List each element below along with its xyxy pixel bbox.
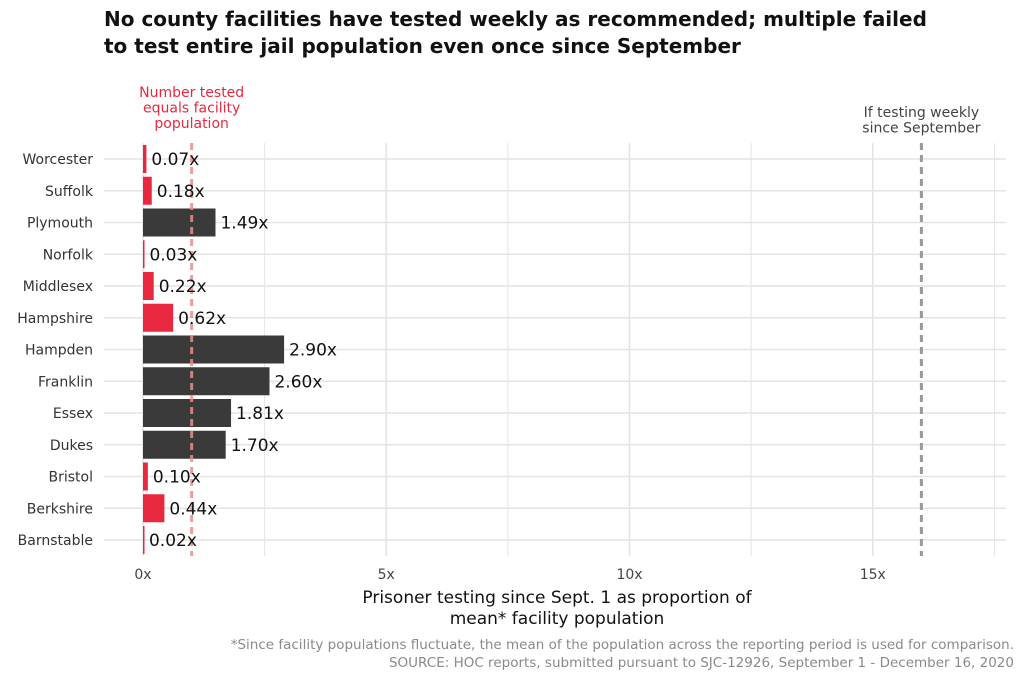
- x-tick-label: 10x: [616, 567, 642, 583]
- bar: [143, 240, 145, 269]
- x-tick-label: 15x: [860, 567, 886, 583]
- x-tick-label: 0x: [134, 567, 151, 583]
- data-label: 1.49x: [220, 214, 268, 234]
- bars: [143, 145, 285, 554]
- bar: [143, 430, 226, 459]
- data-label: 0.07x: [151, 150, 199, 170]
- weekly-annotation-line: If testing weekly: [864, 105, 979, 121]
- category-label: Dukes: [50, 438, 93, 454]
- bar: [143, 494, 165, 523]
- bar: [143, 335, 285, 364]
- bar: [143, 272, 154, 300]
- reference-annotation-line: population: [154, 116, 229, 132]
- data-label: 1.81x: [236, 404, 284, 424]
- bar: [143, 145, 147, 173]
- category-label: Worcester: [23, 152, 94, 168]
- data-label: 1.70x: [231, 436, 279, 456]
- bar: [143, 526, 145, 554]
- category-labels: Worcester Suffolk Plymouth Norfolk Middlesex…: [17, 152, 94, 549]
- reference-lines: [190, 143, 923, 556]
- caption: *Since facility populations fluctuate, t…: [231, 636, 1014, 672]
- chart-title-line-2: to test entire jail population even once…: [104, 34, 741, 58]
- bar: [143, 399, 232, 427]
- reference-annotation-line: Number tested: [139, 85, 244, 101]
- category-label: Bristol: [49, 470, 94, 486]
- data-label: 0.62x: [178, 309, 226, 329]
- caption-note: *Since facility populations fluctuate, t…: [230, 637, 1014, 653]
- data-label: 0.18x: [157, 182, 205, 202]
- data-label: 0.22x: [159, 277, 207, 297]
- bar: [143, 208, 216, 237]
- category-label: Plymouth: [27, 216, 93, 232]
- category-label: Norfolk: [43, 247, 94, 263]
- data-label: 0.10x: [153, 468, 201, 488]
- grid-lines: [104, 143, 1006, 556]
- data-label: 2.60x: [274, 372, 322, 392]
- data-label: 0.02x: [149, 531, 197, 551]
- category-label: Berkshire: [27, 501, 93, 517]
- bar: [143, 176, 152, 205]
- x-axis-title: Prisoner testing since Sept. 1 as propor…: [362, 588, 752, 629]
- caption-source: SOURCE: HOC reports, submitted pursuant …: [388, 655, 1014, 671]
- category-label: Suffolk: [45, 184, 94, 200]
- category-label: Essex: [53, 406, 93, 422]
- bar: [143, 303, 174, 332]
- x-tick-label: 5x: [378, 567, 395, 583]
- bar: [143, 462, 148, 491]
- category-label: Hampden: [25, 343, 93, 359]
- data-label: 2.90x: [289, 341, 337, 361]
- reference-annotation-line: equals facility: [143, 101, 240, 117]
- category-label: Hampshire: [17, 311, 93, 327]
- bar: [143, 367, 270, 396]
- chart-title-line-1: No county facilities have tested weekly …: [104, 7, 927, 31]
- x-axis-title-line: Prisoner testing since Sept. 1 as propor…: [362, 588, 752, 608]
- category-label: Franklin: [38, 374, 93, 390]
- data-label: 0.44x: [169, 499, 217, 519]
- x-axis-title-line: mean* facility population: [450, 609, 665, 629]
- value-labels: 0.07x 0.18x 1.49x 0.03x 0.22x 0.62x 2.90x 2.60x…: [149, 150, 337, 551]
- x-axis-tick-labels: 0x 5x 10x 15x: [134, 567, 885, 583]
- category-label: Middlesex: [23, 279, 93, 295]
- category-label: Barnstable: [18, 533, 93, 549]
- weekly-annotation-line: since September: [862, 121, 980, 137]
- data-label: 0.03x: [149, 245, 197, 265]
- chart-title: No county facilities have tested weekly …: [104, 6, 1004, 60]
